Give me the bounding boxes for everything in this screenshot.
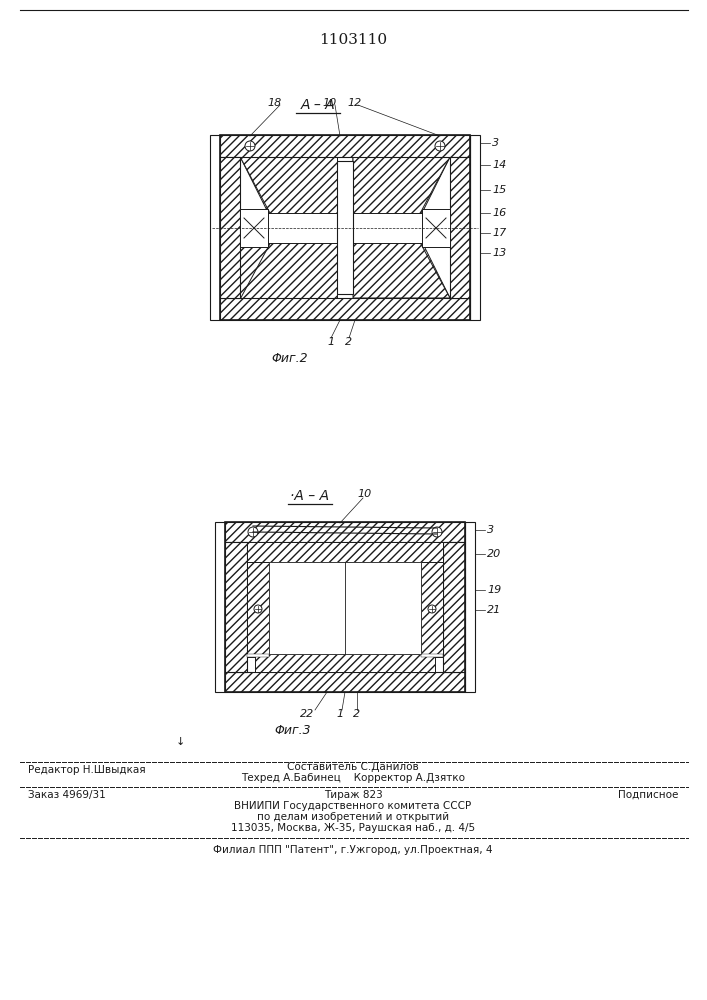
- Polygon shape: [353, 157, 450, 223]
- Circle shape: [428, 605, 436, 613]
- Text: А – А: А – А: [300, 98, 335, 112]
- Circle shape: [435, 141, 445, 151]
- Text: Φиг.2: Φиг.2: [271, 352, 308, 364]
- Text: 2: 2: [354, 709, 361, 719]
- Circle shape: [245, 141, 255, 151]
- Text: 3: 3: [492, 138, 499, 148]
- Bar: [421, 562, 443, 657]
- Text: ВНИИПИ Государственного комитета СССР: ВНИИПИ Государственного комитета СССР: [235, 801, 472, 811]
- Bar: [421, 654, 443, 657]
- Polygon shape: [353, 157, 450, 217]
- Text: Техред А.Бабинец    Корректор А.Дзятко: Техред А.Бабинец Корректор А.Дзятко: [241, 773, 465, 783]
- Polygon shape: [353, 233, 450, 298]
- Text: 3: 3: [487, 525, 494, 535]
- Polygon shape: [353, 238, 450, 298]
- Text: Составитель С.Данилов: Составитель С.Данилов: [287, 762, 419, 772]
- Bar: [225, 672, 465, 692]
- Bar: [215, 522, 225, 692]
- Bar: [220, 157, 240, 298]
- Text: по делам изобретений и открытий: по делам изобретений и открытий: [257, 812, 449, 822]
- Polygon shape: [240, 238, 337, 298]
- Bar: [247, 562, 269, 657]
- Circle shape: [432, 527, 442, 537]
- Text: 14: 14: [492, 160, 506, 170]
- Text: 10: 10: [358, 489, 372, 499]
- Text: ·А – А: ·А – А: [291, 489, 329, 503]
- Text: Тираж 823: Тираж 823: [324, 790, 382, 800]
- Polygon shape: [240, 157, 337, 217]
- Text: 1: 1: [327, 337, 334, 347]
- Polygon shape: [240, 233, 337, 298]
- Text: 1: 1: [337, 709, 344, 719]
- Bar: [247, 542, 443, 562]
- Bar: [465, 522, 475, 692]
- Text: 113035, Москва, Ж-35, Раушская наб., д. 4/5: 113035, Москва, Ж-35, Раушская наб., д. …: [231, 823, 475, 833]
- Bar: [247, 654, 269, 657]
- Text: 19: 19: [487, 585, 501, 595]
- Text: Заказ 4969/31: Заказ 4969/31: [28, 790, 106, 800]
- Text: 15: 15: [492, 185, 506, 195]
- Bar: [337, 161, 353, 294]
- Text: Подписное: Подписное: [618, 790, 678, 800]
- Text: ↓: ↓: [175, 737, 185, 747]
- Text: Φиг.3: Φиг.3: [275, 724, 311, 736]
- Text: Филиал ППП "Патент", г.Ужгород, ул.Проектная, 4: Филиал ППП "Патент", г.Ужгород, ул.Проек…: [214, 845, 493, 855]
- Bar: [225, 522, 465, 542]
- Bar: [220, 298, 470, 320]
- Text: 2: 2: [346, 337, 353, 347]
- Text: 12: 12: [348, 98, 362, 108]
- Circle shape: [254, 605, 262, 613]
- Text: 10: 10: [323, 98, 337, 108]
- Bar: [255, 654, 435, 672]
- Polygon shape: [240, 157, 337, 223]
- Bar: [450, 157, 470, 298]
- Bar: [220, 135, 470, 320]
- Text: 16: 16: [492, 208, 506, 218]
- Text: Редактор Н.Швыдкая: Редактор Н.Швыдкая: [28, 765, 146, 775]
- Text: 20: 20: [487, 549, 501, 559]
- Text: 13: 13: [492, 248, 506, 258]
- Bar: [422, 209, 450, 247]
- Text: 22: 22: [300, 709, 314, 719]
- Bar: [443, 542, 465, 672]
- Bar: [240, 213, 450, 243]
- Text: 1103110: 1103110: [319, 33, 387, 47]
- Circle shape: [248, 527, 258, 537]
- Text: 21: 21: [487, 605, 501, 615]
- Text: 18: 18: [268, 98, 282, 108]
- Bar: [269, 562, 421, 654]
- Bar: [240, 209, 268, 247]
- Bar: [210, 135, 220, 320]
- Bar: [220, 135, 470, 157]
- Bar: [225, 522, 465, 692]
- Bar: [470, 135, 480, 320]
- Text: 17: 17: [492, 228, 506, 238]
- Bar: [225, 542, 247, 672]
